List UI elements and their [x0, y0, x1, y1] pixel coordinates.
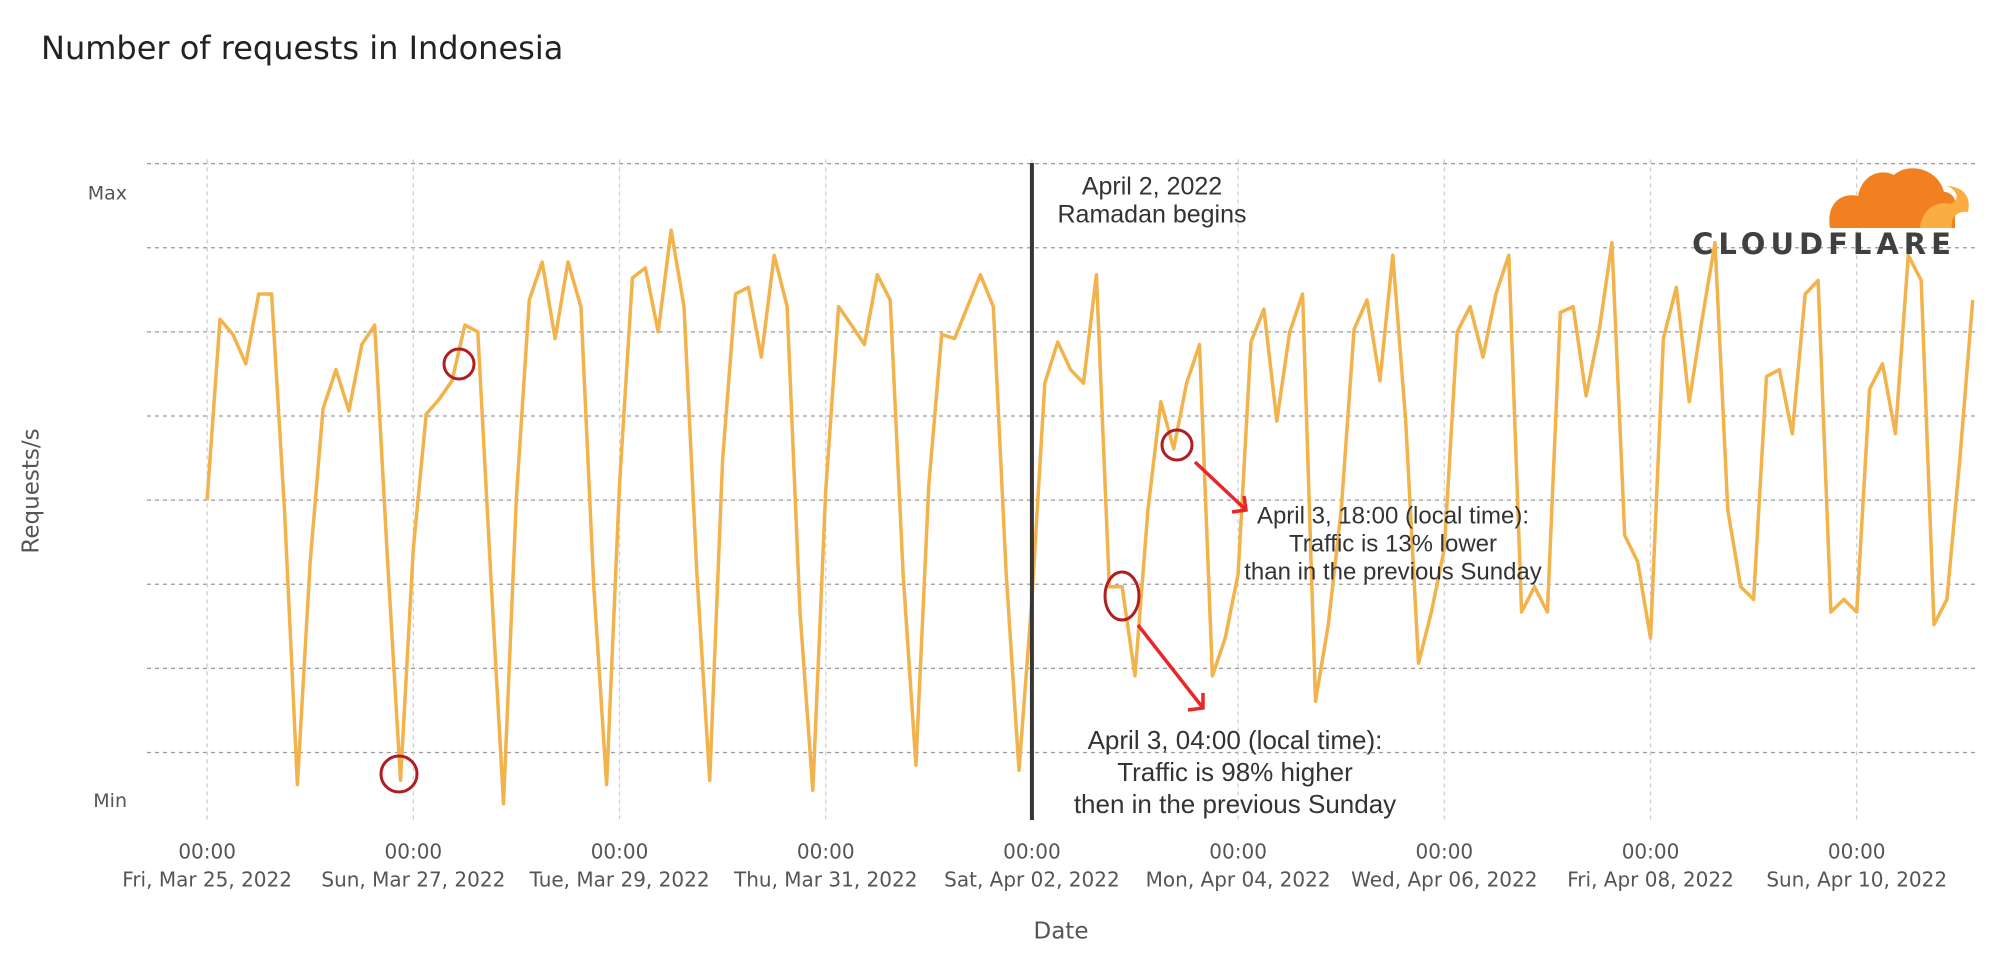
x-tick-label: 00:00: [1209, 840, 1267, 864]
highlight-circles: [379, 347, 1194, 794]
y-tick-label: Max: [88, 182, 127, 204]
annotation: Traffic is 98% higher: [1117, 757, 1353, 787]
annotation: April 3, 18:00 (local time):: [1257, 502, 1529, 529]
x-tick-label: Thu, Mar 31, 2022: [733, 868, 917, 892]
x-tick-label: Sat, Apr 02, 2022: [944, 868, 1120, 892]
logo-cloud: [1920, 186, 1969, 228]
annotation: Traffic is 13% lower: [1289, 530, 1497, 557]
logo-text: CLOUDFLARE: [1692, 227, 1956, 261]
circle: [1160, 428, 1194, 462]
arrow: [1193, 460, 1248, 512]
x-tick-label: 00:00: [385, 840, 443, 864]
x-tick-label: Sun, Mar 27, 2022: [321, 868, 505, 892]
x-tick-label: Tue, Mar 29, 2022: [529, 868, 710, 892]
circle: [1103, 570, 1141, 622]
y-tick-label: Min: [93, 790, 127, 812]
plot: [205, 228, 1975, 806]
circle: [379, 754, 419, 794]
x-tick-label: 00:00: [1416, 840, 1474, 864]
annotation: then in the previous Sunday: [1074, 789, 1396, 819]
annotation: April 3, 04:00 (local time):: [1088, 725, 1383, 755]
arrow-head: [1187, 693, 1205, 712]
x-tick-label: Fri, Mar 25, 2022: [122, 868, 292, 892]
logo: CLOUDFLARE: [1692, 168, 1969, 261]
x-tick-label: 00:00: [1622, 840, 1680, 864]
x-tick-label: Sun, Apr 10, 2022: [1766, 868, 1947, 892]
arrow: [1136, 623, 1205, 710]
x-tick-label: Wed, Apr 06, 2022: [1351, 868, 1537, 892]
x-tick-label: Fri, Apr 08, 2022: [1567, 868, 1734, 892]
logo-cloud: [1829, 168, 1956, 228]
annotation: than in the previous Sunday: [1244, 558, 1542, 585]
data-line: [205, 228, 1975, 806]
arrow-head: [1231, 495, 1248, 514]
chart-title: Number of requests in Indonesia: [41, 29, 563, 67]
x-tick-label: 00:00: [1828, 840, 1886, 864]
x-tick-label: Mon, Apr 04, 2022: [1146, 868, 1331, 892]
x-tick-label: 00:00: [178, 840, 236, 864]
circle: [442, 347, 476, 381]
y-axis-title: Requests/s: [19, 428, 45, 553]
x-axis-title: Date: [1034, 919, 1089, 945]
x-tick-label: 00:00: [591, 840, 649, 864]
annotation: April 2, 2022: [1082, 173, 1222, 201]
annotation: Ramadan begins: [1057, 201, 1246, 229]
x-tick-label: 00:00: [797, 840, 855, 864]
arrows: [1136, 460, 1248, 712]
x-tick-label: 00:00: [1003, 840, 1061, 864]
